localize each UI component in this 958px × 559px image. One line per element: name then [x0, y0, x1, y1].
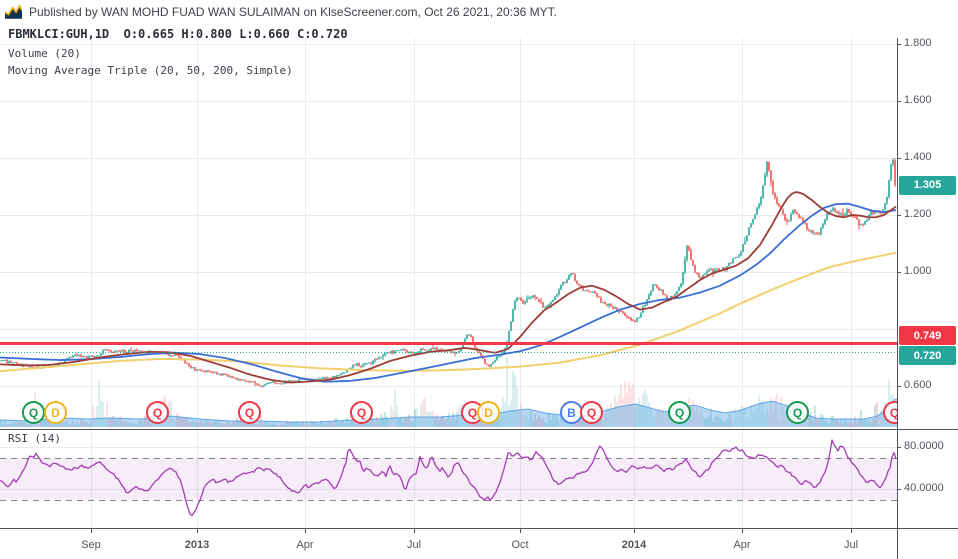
- event-marker-Q[interactable]: Q: [580, 401, 603, 424]
- time-tick-label[interactable]: Jul: [406, 539, 422, 551]
- event-marker-Q[interactable]: Q: [238, 401, 261, 424]
- rsi-indicator-label[interactable]: RSI (14): [8, 432, 61, 445]
- ma-indicator-label[interactable]: Moving Average Triple (20, 50, 200, Simp…: [8, 64, 293, 77]
- event-marker-Q[interactable]: Q: [146, 401, 169, 424]
- event-marker-Q[interactable]: Q: [350, 401, 373, 424]
- time-tick-label[interactable]: Sep: [81, 539, 101, 551]
- event-marker-Q[interactable]: Q: [668, 401, 691, 424]
- price-tick-label[interactable]: 1.800: [904, 37, 932, 49]
- price-tick-label[interactable]: 1.000: [904, 265, 932, 277]
- time-tick-label[interactable]: Apr: [733, 539, 751, 551]
- time-tick-label[interactable]: 2013: [184, 539, 210, 551]
- publisher-line: Published by WAN MOHD FUAD WAN SULAIMAN …: [29, 4, 557, 19]
- price-badge-last: 0.720: [899, 346, 956, 366]
- event-marker-D[interactable]: D: [44, 401, 67, 424]
- price-tick-label[interactable]: 1.200: [904, 208, 932, 220]
- event-marker-D[interactable]: D: [477, 401, 500, 424]
- time-tick-label[interactable]: Apr: [296, 539, 314, 551]
- rsi-tick-label[interactable]: 40.0000: [904, 482, 944, 494]
- rsi-tick-label[interactable]: 80.0000: [904, 440, 944, 452]
- price-tick-label[interactable]: 1.600: [904, 94, 932, 106]
- klsescreener-logo-icon: [5, 3, 22, 19]
- symbol-ohlc-legend: FBMKLCI:GUH,1D O:0.665 H:0.800 L:0.660 C…: [8, 27, 348, 41]
- event-marker-Q[interactable]: Q: [883, 401, 897, 424]
- price-badge-alert: 0.749: [899, 326, 956, 346]
- event-marker-Q[interactable]: Q: [786, 401, 809, 424]
- time-tick-label[interactable]: Jul: [843, 539, 859, 551]
- time-tick-label[interactable]: 2014: [621, 539, 647, 551]
- price-tick-label[interactable]: 1.400: [904, 151, 932, 163]
- volume-indicator-label[interactable]: Volume (20): [8, 47, 81, 60]
- time-tick-label[interactable]: Oct: [511, 539, 529, 551]
- event-marker-Q[interactable]: Q: [22, 401, 45, 424]
- price-badge-upper: 1.305: [899, 175, 956, 195]
- price-tick-label[interactable]: 0.600: [904, 379, 932, 391]
- app-header: Published by WAN MOHD FUAD WAN SULAIMAN …: [0, 0, 958, 23]
